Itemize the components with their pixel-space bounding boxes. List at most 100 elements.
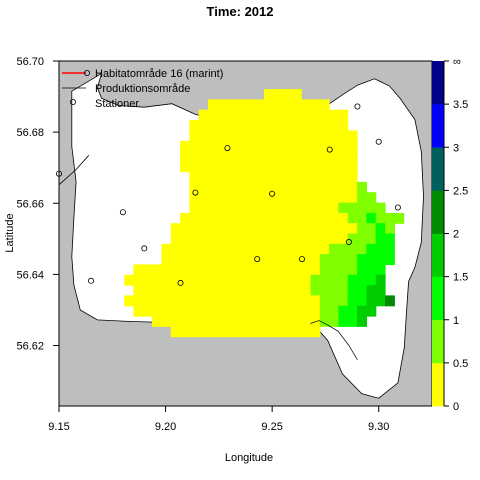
- heatmap-cell: [236, 120, 246, 131]
- heatmap-cell: [217, 274, 228, 286]
- heatmap-cell: [263, 140, 274, 152]
- heatmap-cell: [282, 223, 293, 235]
- heatmap-cell: [273, 254, 284, 265]
- heatmap-cell: [273, 151, 284, 162]
- heatmap-cell: [263, 274, 274, 286]
- heatmap-cell: [217, 140, 228, 152]
- heatmap-cell: [282, 140, 293, 152]
- chart-title: Time: 2012: [207, 4, 274, 19]
- heatmap-cell: [245, 192, 256, 204]
- heatmap-cell: [310, 151, 321, 162]
- heatmap-cell: [375, 202, 386, 214]
- heatmap-cell: [245, 212, 256, 224]
- heatmap-cell: [273, 264, 284, 276]
- heatmap-cell: [180, 151, 190, 162]
- heatmap-cell: [338, 192, 349, 204]
- heatmap-cell: [198, 192, 209, 204]
- heatmap-cell: [291, 161, 302, 173]
- heatmap-cell: [161, 316, 172, 327]
- heatmap-cell: [310, 223, 321, 235]
- colorbar-tick-label: 0.5: [453, 358, 468, 370]
- heatmap-cell: [310, 171, 321, 183]
- heatmap-cell: [236, 254, 246, 265]
- colorbar-swatch: [432, 362, 444, 407]
- heatmap-cell: [319, 295, 330, 307]
- heatmap-cell: [263, 316, 274, 327]
- heatmap-cell: [226, 161, 237, 173]
- heatmap-cell: [329, 140, 339, 152]
- heatmap-cell: [310, 274, 321, 286]
- heatmap-cell: [282, 171, 293, 183]
- heatmap-cell: [338, 130, 349, 142]
- heatmap-cell: [245, 264, 256, 276]
- heatmap-cell: [180, 161, 190, 173]
- heatmap-cell: [189, 192, 200, 204]
- heatmap-cell: [329, 130, 339, 142]
- heatmap-cell: [273, 109, 284, 121]
- heatmap-cell: [273, 120, 284, 131]
- heatmap-cells: [124, 89, 405, 338]
- colorbar-swatch: [432, 61, 444, 105]
- heatmap-cell: [226, 295, 237, 307]
- heatmap-cell: [236, 161, 246, 173]
- heatmap-cell: [273, 89, 284, 100]
- heatmap-cell: [347, 151, 358, 162]
- heatmap-cell: [236, 130, 246, 142]
- production-area-line: [58, 155, 90, 186]
- heatmap-cell: [291, 89, 302, 100]
- heatmap-cell: [282, 212, 293, 224]
- heatmap-cell: [301, 274, 312, 286]
- heatmap-cell: [180, 223, 190, 235]
- station-point: [375, 138, 382, 145]
- heatmap-cell: [236, 305, 246, 317]
- heatmap-cell: [217, 326, 228, 338]
- heatmap-cell: [291, 202, 302, 214]
- heatmap-cell: [301, 285, 312, 296]
- heatmap-cell: [254, 326, 265, 338]
- heatmap-cell: [236, 223, 246, 235]
- y-tick-label: 56.62: [16, 341, 44, 353]
- heatmap-cell: [226, 326, 237, 338]
- heatmap-cell: [375, 285, 386, 296]
- colorbar-tick-label: 2: [453, 229, 459, 241]
- heatmap-cell: [357, 223, 367, 235]
- heatmap-cell: [217, 223, 228, 235]
- legend-station-marker: [70, 99, 77, 106]
- heatmap-cell: [236, 99, 246, 111]
- heatmap-cell: [226, 181, 237, 193]
- heatmap-cell: [273, 161, 284, 173]
- station-point: [119, 209, 126, 216]
- heatmap-cell: [310, 99, 321, 111]
- heatmap-cell: [226, 305, 237, 317]
- heatmap-cell: [226, 99, 237, 111]
- heatmap-cell: [310, 285, 321, 296]
- heatmap-cell: [217, 161, 228, 173]
- heatmap-cell: [236, 109, 246, 121]
- station-point: [224, 145, 231, 152]
- heatmap-cell: [217, 192, 228, 204]
- heatmap-cell: [217, 305, 228, 317]
- heatmap-cell: [245, 305, 256, 317]
- heatmap-cell: [357, 274, 367, 286]
- heatmap-cell: [338, 264, 349, 276]
- heatmap-cell: [254, 212, 265, 224]
- heatmap-cell: [329, 109, 339, 121]
- heatmap-cell: [198, 295, 209, 307]
- heatmap-cell: [338, 243, 349, 255]
- heatmap-cell: [161, 274, 172, 286]
- heatmap-cell: [226, 233, 237, 245]
- heatmap-cell: [254, 192, 265, 204]
- heatmap-cell: [226, 223, 237, 235]
- heatmap-cell: [254, 99, 265, 111]
- heatmap-cell: [366, 305, 377, 317]
- heatmap-cell: [319, 233, 330, 245]
- heatmap-cell: [208, 192, 218, 204]
- heatmap-cell: [319, 151, 330, 162]
- heatmap-cell: [301, 161, 312, 173]
- heatmap-cell: [310, 264, 321, 276]
- heatmap-cell: [291, 109, 302, 121]
- heatmap-cell: [329, 161, 339, 173]
- heatmap-cell: [245, 140, 256, 152]
- legend-label-habitat: Habitatområde 16 (marint): [95, 68, 223, 80]
- heatmap-cell: [347, 254, 358, 265]
